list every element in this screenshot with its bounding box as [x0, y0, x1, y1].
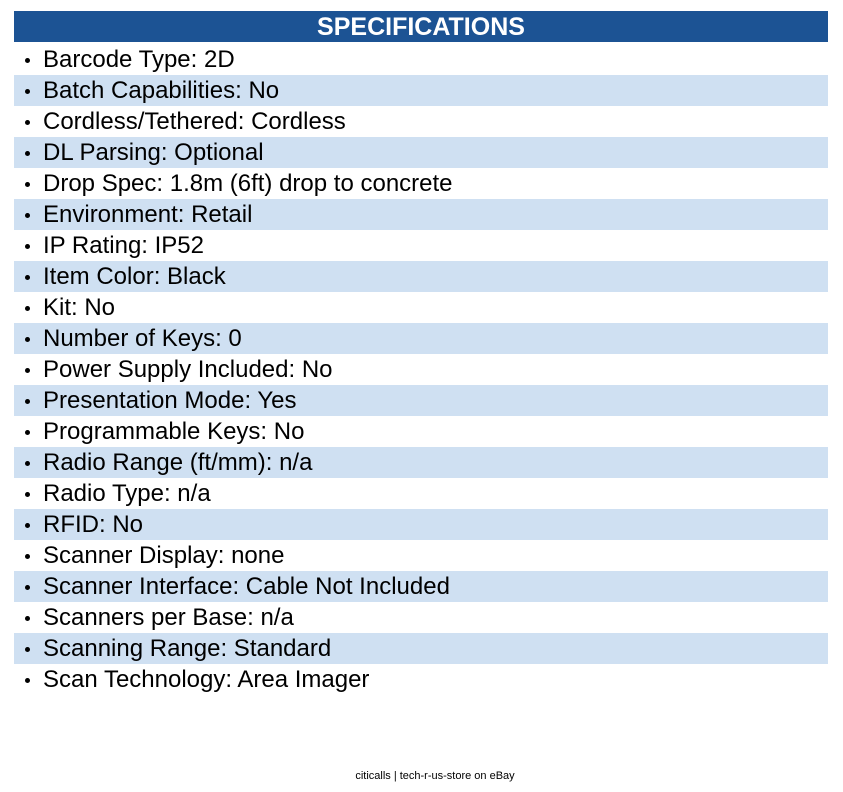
spec-item: RFID: No — [14, 509, 828, 540]
spec-item: Radio Range (ft/mm): n/a — [14, 447, 828, 478]
spec-item: Power Supply Included: No — [14, 354, 828, 385]
spec-item: Drop Spec: 1.8m (6ft) drop to concrete — [14, 168, 828, 199]
spec-item: Programmable Keys: No — [14, 416, 828, 447]
spec-item: Item Color: Black — [14, 261, 828, 292]
spec-item: Scanner Interface: Cable Not Included — [14, 571, 828, 602]
spec-item: Cordless/Tethered: Cordless — [14, 106, 828, 137]
spec-item: Radio Type: n/a — [14, 478, 828, 509]
spec-item: IP Rating: IP52 — [14, 230, 828, 261]
spec-list: Barcode Type: 2D Batch Capabilities: No Co… — [14, 44, 828, 695]
header-title: SPECIFICATIONS — [14, 11, 828, 42]
spec-item: Batch Capabilities: No — [14, 75, 828, 106]
spec-item: DL Parsing: Optional — [14, 137, 828, 168]
spec-item: Environment: Retail — [14, 199, 828, 230]
spec-item: Scanner Display: none — [14, 540, 828, 571]
spec-item: Number of Keys: 0 — [14, 323, 828, 354]
spec-item: Barcode Type: 2D — [14, 44, 828, 75]
spec-item: Scan Technology: Area Imager — [14, 664, 828, 695]
spec-item: Scanning Range: Standard — [14, 633, 828, 664]
spec-item: Kit: No — [14, 292, 828, 323]
spec-item: Scanners per Base: n/a — [14, 602, 828, 633]
footer: citicalls | tech-r-us-store on eBay — [355, 770, 515, 782]
spec-item: Presentation Mode: Yes — [14, 385, 828, 416]
